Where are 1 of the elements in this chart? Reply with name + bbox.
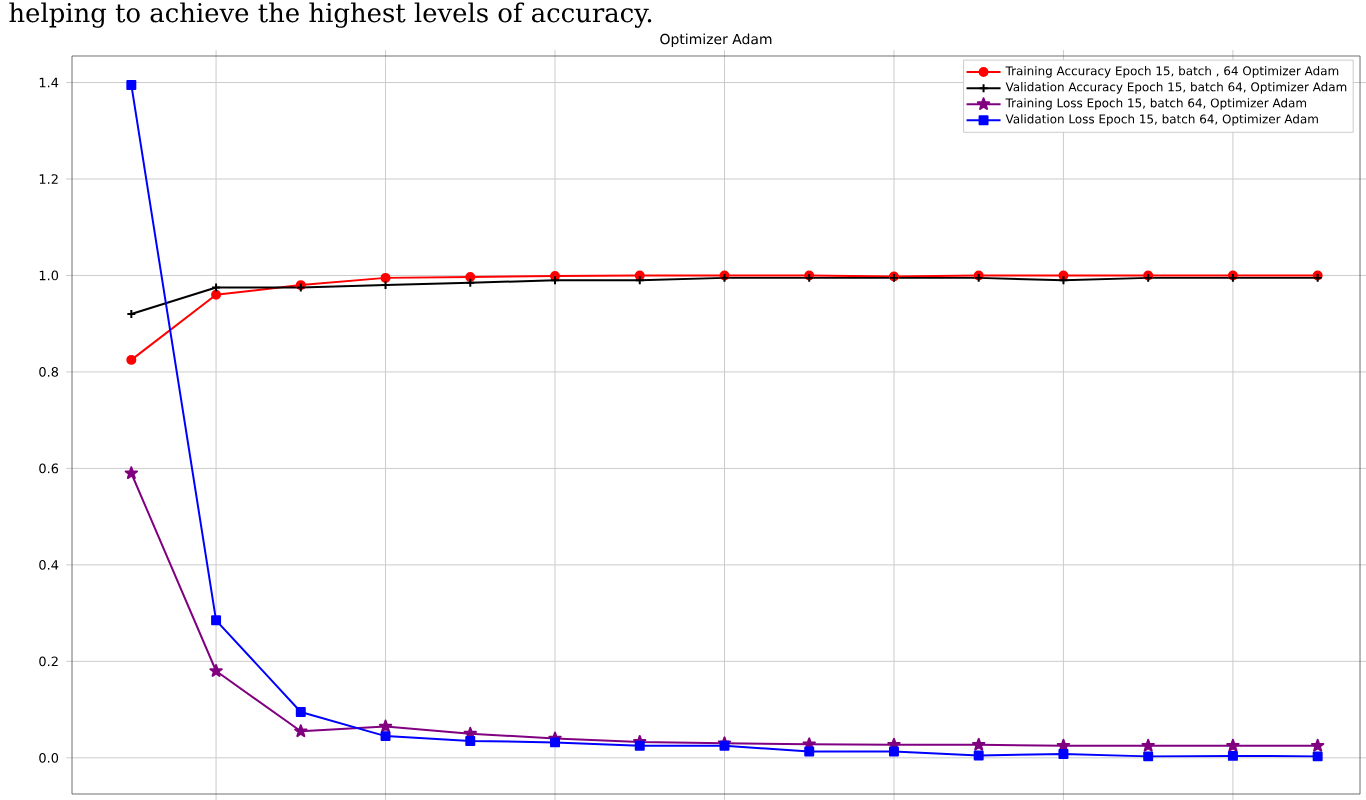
text: helping to achieve the highest levels of accuracy. bbox=[9, 2, 652, 28]
